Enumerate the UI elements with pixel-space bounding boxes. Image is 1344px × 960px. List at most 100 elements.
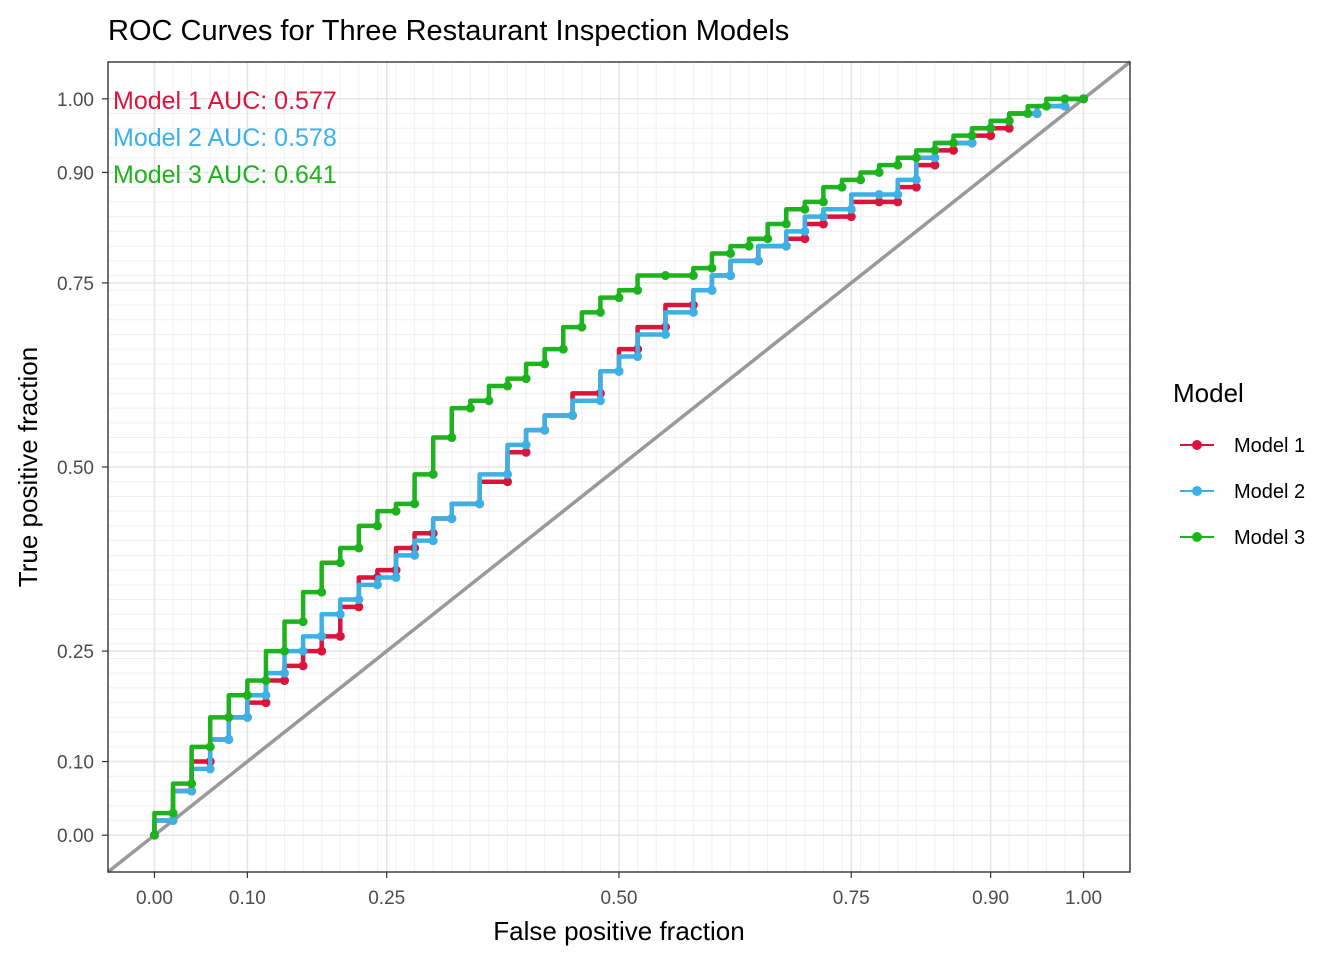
data-point (205, 742, 215, 752)
series-layer (149, 94, 1089, 840)
legend: Model Model 1 Model 2 Model 3 (1173, 378, 1305, 549)
data-point (280, 668, 290, 678)
y-tick-label: 0.75 (57, 274, 94, 295)
data-point (1004, 123, 1014, 133)
data-point (948, 138, 958, 148)
data-point (1023, 109, 1033, 119)
data-point (317, 587, 327, 597)
data-point (187, 786, 197, 796)
plot-area: Model 1 AUC: 0.577 Model 2 AUC: 0.578 Mode… (106, 60, 1132, 874)
data-point (242, 712, 252, 722)
data-point (818, 219, 828, 229)
data-point (372, 521, 382, 531)
x-tick-label: 1.00 (1065, 888, 1102, 909)
data-point (391, 506, 401, 516)
chart-title: ROC Curves for Three Restaurant Inspecti… (108, 15, 789, 47)
data-point (986, 123, 996, 133)
data-point (856, 175, 866, 185)
data-point (707, 263, 717, 273)
data-point (1004, 116, 1014, 126)
data-point (540, 425, 550, 435)
data-point (428, 536, 438, 546)
x-tick-label: 0.25 (368, 888, 405, 909)
data-point (298, 661, 308, 671)
data-point (725, 248, 735, 258)
auc-label-model-2: Model 2 AUC: 0.578 (113, 124, 337, 152)
data-point (484, 396, 494, 406)
data-point (187, 779, 197, 789)
y-tick-label: 1.00 (57, 90, 94, 111)
series-line (152, 96, 1084, 836)
data-point (317, 646, 327, 656)
data-point (447, 433, 457, 443)
x-tick-label: 0.10 (229, 888, 266, 909)
data-point (261, 698, 271, 708)
data-point (335, 631, 345, 641)
data-point (503, 477, 513, 487)
data-point (893, 190, 903, 200)
data-point (614, 366, 624, 376)
y-tick-label: 0.10 (57, 753, 94, 774)
data-point (558, 344, 568, 354)
data-point (744, 241, 754, 251)
data-point (280, 646, 290, 656)
legend-item-model-3: Model 3 (1180, 527, 1305, 549)
data-point (781, 241, 791, 251)
data-point (1032, 109, 1042, 119)
data-point (503, 469, 513, 479)
y-tick-label: 0.00 (57, 826, 94, 847)
y-tick-label: 0.25 (57, 642, 94, 663)
data-point (660, 329, 670, 339)
legend-items: Model 1 Model 2 Model 3 (1180, 435, 1305, 549)
data-point (242, 690, 252, 700)
data-point (577, 322, 587, 332)
y-axis-ticks: 0.00 0.10 0.25 0.50 0.75 0.90 1.00 (57, 90, 108, 847)
data-point (521, 440, 531, 450)
data-point (354, 543, 364, 553)
data-point (818, 212, 828, 222)
data-point (1060, 94, 1070, 104)
x-tick-label: 0.00 (136, 888, 173, 909)
data-point (298, 617, 308, 627)
data-point (911, 175, 921, 185)
legend-label: Model 3 (1234, 527, 1305, 549)
legend-title: Model (1173, 378, 1244, 408)
data-point (335, 609, 345, 619)
data-point (372, 580, 382, 590)
data-point (911, 182, 921, 192)
data-point (930, 160, 940, 170)
data-point (633, 285, 643, 295)
data-point (846, 204, 856, 214)
data-point (168, 815, 178, 825)
x-tick-label: 0.50 (601, 888, 638, 909)
diagonal-reference-line (106, 60, 1132, 874)
legend-key-point (1192, 532, 1202, 542)
data-point (967, 131, 977, 141)
data-point (930, 153, 940, 163)
data-point (893, 160, 903, 170)
data-point (280, 676, 290, 686)
data-point (149, 830, 159, 840)
data-point (688, 271, 698, 281)
data-point (354, 595, 364, 605)
data-point (354, 602, 364, 612)
data-point (391, 572, 401, 582)
data-point (595, 307, 605, 317)
data-point (1060, 101, 1070, 111)
data-point (1079, 94, 1089, 104)
data-point (317, 631, 327, 641)
x-axis-ticks: 0.00 0.10 0.25 0.50 0.75 0.90 1.00 (136, 872, 1102, 909)
data-point (568, 410, 578, 420)
data-point (800, 226, 810, 236)
data-point (874, 197, 884, 207)
legend-label: Model 1 (1234, 435, 1305, 457)
legend-item-model-2: Model 2 (1180, 481, 1305, 503)
data-point (948, 145, 958, 155)
y-axis-title: True positive fraction (13, 347, 43, 587)
data-point (633, 352, 643, 362)
data-point (410, 550, 420, 560)
data-point (967, 138, 977, 148)
data-point (428, 469, 438, 479)
auc-label-model-1: Model 1 AUC: 0.577 (113, 87, 337, 115)
data-point (800, 204, 810, 214)
